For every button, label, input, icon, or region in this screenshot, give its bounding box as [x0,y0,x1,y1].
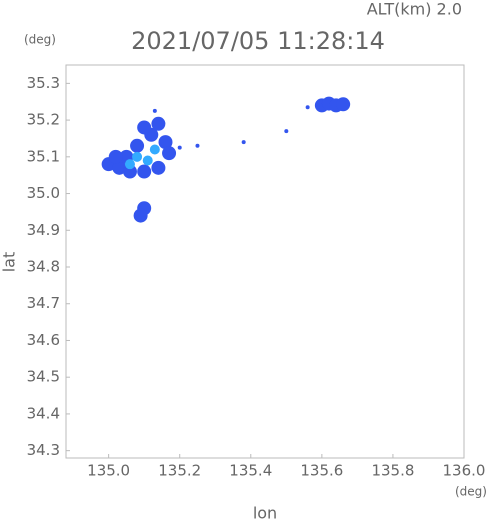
echo-point [336,97,351,112]
echo-point [149,144,160,155]
x-tick-label: 136.0 [443,462,486,480]
chart-subtitle: ALT(km) 2.0 [367,0,462,19]
y-tick-label: 34.8 [27,258,60,276]
y-tick-label: 34.5 [27,368,60,386]
y-tick-label: 34.9 [27,221,60,239]
echo-point [151,160,166,175]
echo-point [137,164,152,179]
y-tick-label: 34.7 [27,294,60,312]
x-unit: (deg) [455,485,487,499]
echo-point [177,145,182,150]
plot-frame [65,64,465,459]
echo-point [284,129,289,134]
echo-point [137,120,152,135]
y-tick-label: 34.3 [27,441,60,459]
chart-title: 2021/07/05 11:28:14 [131,27,385,55]
echo-point [132,151,143,162]
y-tick-label: 35.0 [27,184,60,202]
x-tick-label: 135.8 [371,462,414,480]
echo-point [108,149,123,164]
x-tick-label: 135.6 [300,462,343,480]
echo-point [142,155,153,166]
y-tick-label: 35.1 [27,147,60,165]
echo-point [122,164,137,179]
echo-point [305,105,310,110]
echo-point [152,108,157,113]
y-tick-label: 35.2 [27,111,60,129]
y-unit: (deg) [24,33,56,47]
echo-point [241,140,246,145]
x-tick-label: 135.0 [87,462,130,480]
echo-point [158,135,173,150]
echo-point [162,146,177,161]
y-tick-label: 35.3 [27,74,60,92]
y-tick-label: 34.4 [27,404,60,422]
echo-point [195,143,200,148]
echo-point [112,160,127,175]
echo-point [124,159,135,170]
y-tick-label: 34.6 [27,331,60,349]
echo-point [133,208,148,223]
x-tick-label: 135.4 [229,462,272,480]
x-tick-label: 135.2 [158,462,201,480]
echo-point [151,116,166,131]
x-axis-label: lon [253,504,277,521]
y-axis-label: lat [0,252,19,273]
echo-point [130,138,145,153]
